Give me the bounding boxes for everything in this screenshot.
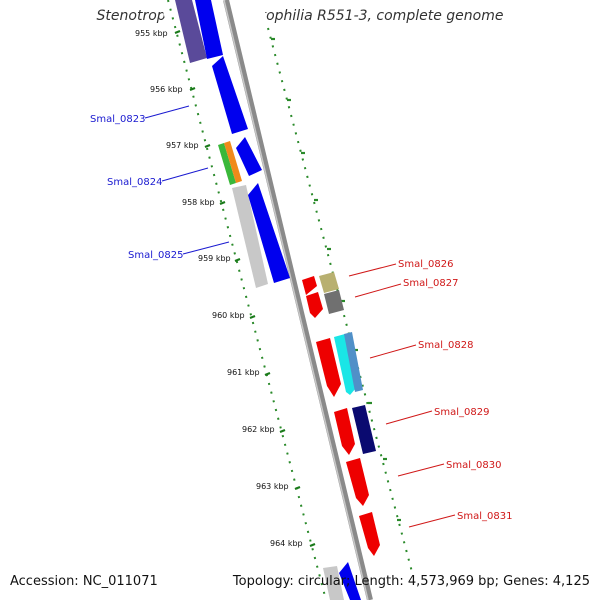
gene-block[interactable] [175,0,207,63]
gene-block[interactable] [352,405,376,454]
gene-block[interactable] [236,137,262,176]
ruler-label: 964 kbp [270,539,303,548]
reverse-strand-genes [302,272,380,556]
lane-band [160,0,420,600]
ruler-label: 962 kbp [242,425,275,434]
gene-block[interactable] [323,566,344,600]
label-leader-lines [144,105,456,528]
gene-block[interactable] [334,334,356,395]
gene-block[interactable] [334,408,355,455]
ruler-label: 957 kbp [166,141,199,150]
gene-block[interactable] [232,185,268,288]
gene-label[interactable]: Smal_0826 [398,259,453,270]
gene-block[interactable] [195,0,223,59]
gene-label[interactable]: Smal_0830 [446,460,501,471]
gene-block[interactable] [248,183,290,283]
ruler-labels: 955 kbp 956 kbp 957 kbp 958 kbp 959 kbp … [135,29,303,548]
ruler-label: 960 kbp [212,311,245,320]
gene-block[interactable] [344,332,363,392]
ruler-label: 955 kbp [135,29,168,38]
ruler-label: 956 kbp [150,85,183,94]
gene-label[interactable]: Smal_0829 [434,407,489,418]
gene-block[interactable] [224,141,242,183]
gene-label[interactable]: Smal_0828 [418,340,473,351]
accession-label: Accession: NC_011071 [10,574,158,589]
genome-backbone-highlight [223,0,369,600]
genome-stats: Topology: circular; Length: 4,573,969 bp… [232,574,590,589]
gene-label[interactable]: Smal_0824 [107,177,162,188]
gene-block[interactable] [302,276,317,295]
gene-block[interactable] [212,56,248,134]
gene-label[interactable]: Smal_0831 [457,511,512,522]
gene-block[interactable] [218,143,236,185]
gene-block[interactable] [306,292,323,318]
gene-block[interactable] [359,512,380,556]
ruler-ticks [174,29,316,548]
gene-label[interactable]: Smal_0823 [90,114,145,125]
ruler-label: 959 kbp [198,254,231,263]
gene-block[interactable] [339,562,361,600]
genome-backbone [223,0,373,600]
gene-block[interactable] [319,272,339,293]
ruler-label: 961 kbp [227,368,260,377]
gene-label[interactable]: Smal_0825 [128,250,183,261]
gene-labels: Smal_0823 Smal_0824 Smal_0825 Smal_0826 … [90,114,512,522]
gene-label[interactable]: Smal_0827 [403,278,458,289]
gene-block[interactable] [346,458,369,506]
gene-block[interactable] [316,338,341,397]
ruler-label: 963 kbp [256,482,289,491]
outer-track [267,27,413,573]
outer-track-ticks [271,37,401,522]
forward-strand-genes [175,0,361,600]
ruler-label: 958 kbp [182,198,215,207]
gene-block[interactable] [324,290,344,314]
